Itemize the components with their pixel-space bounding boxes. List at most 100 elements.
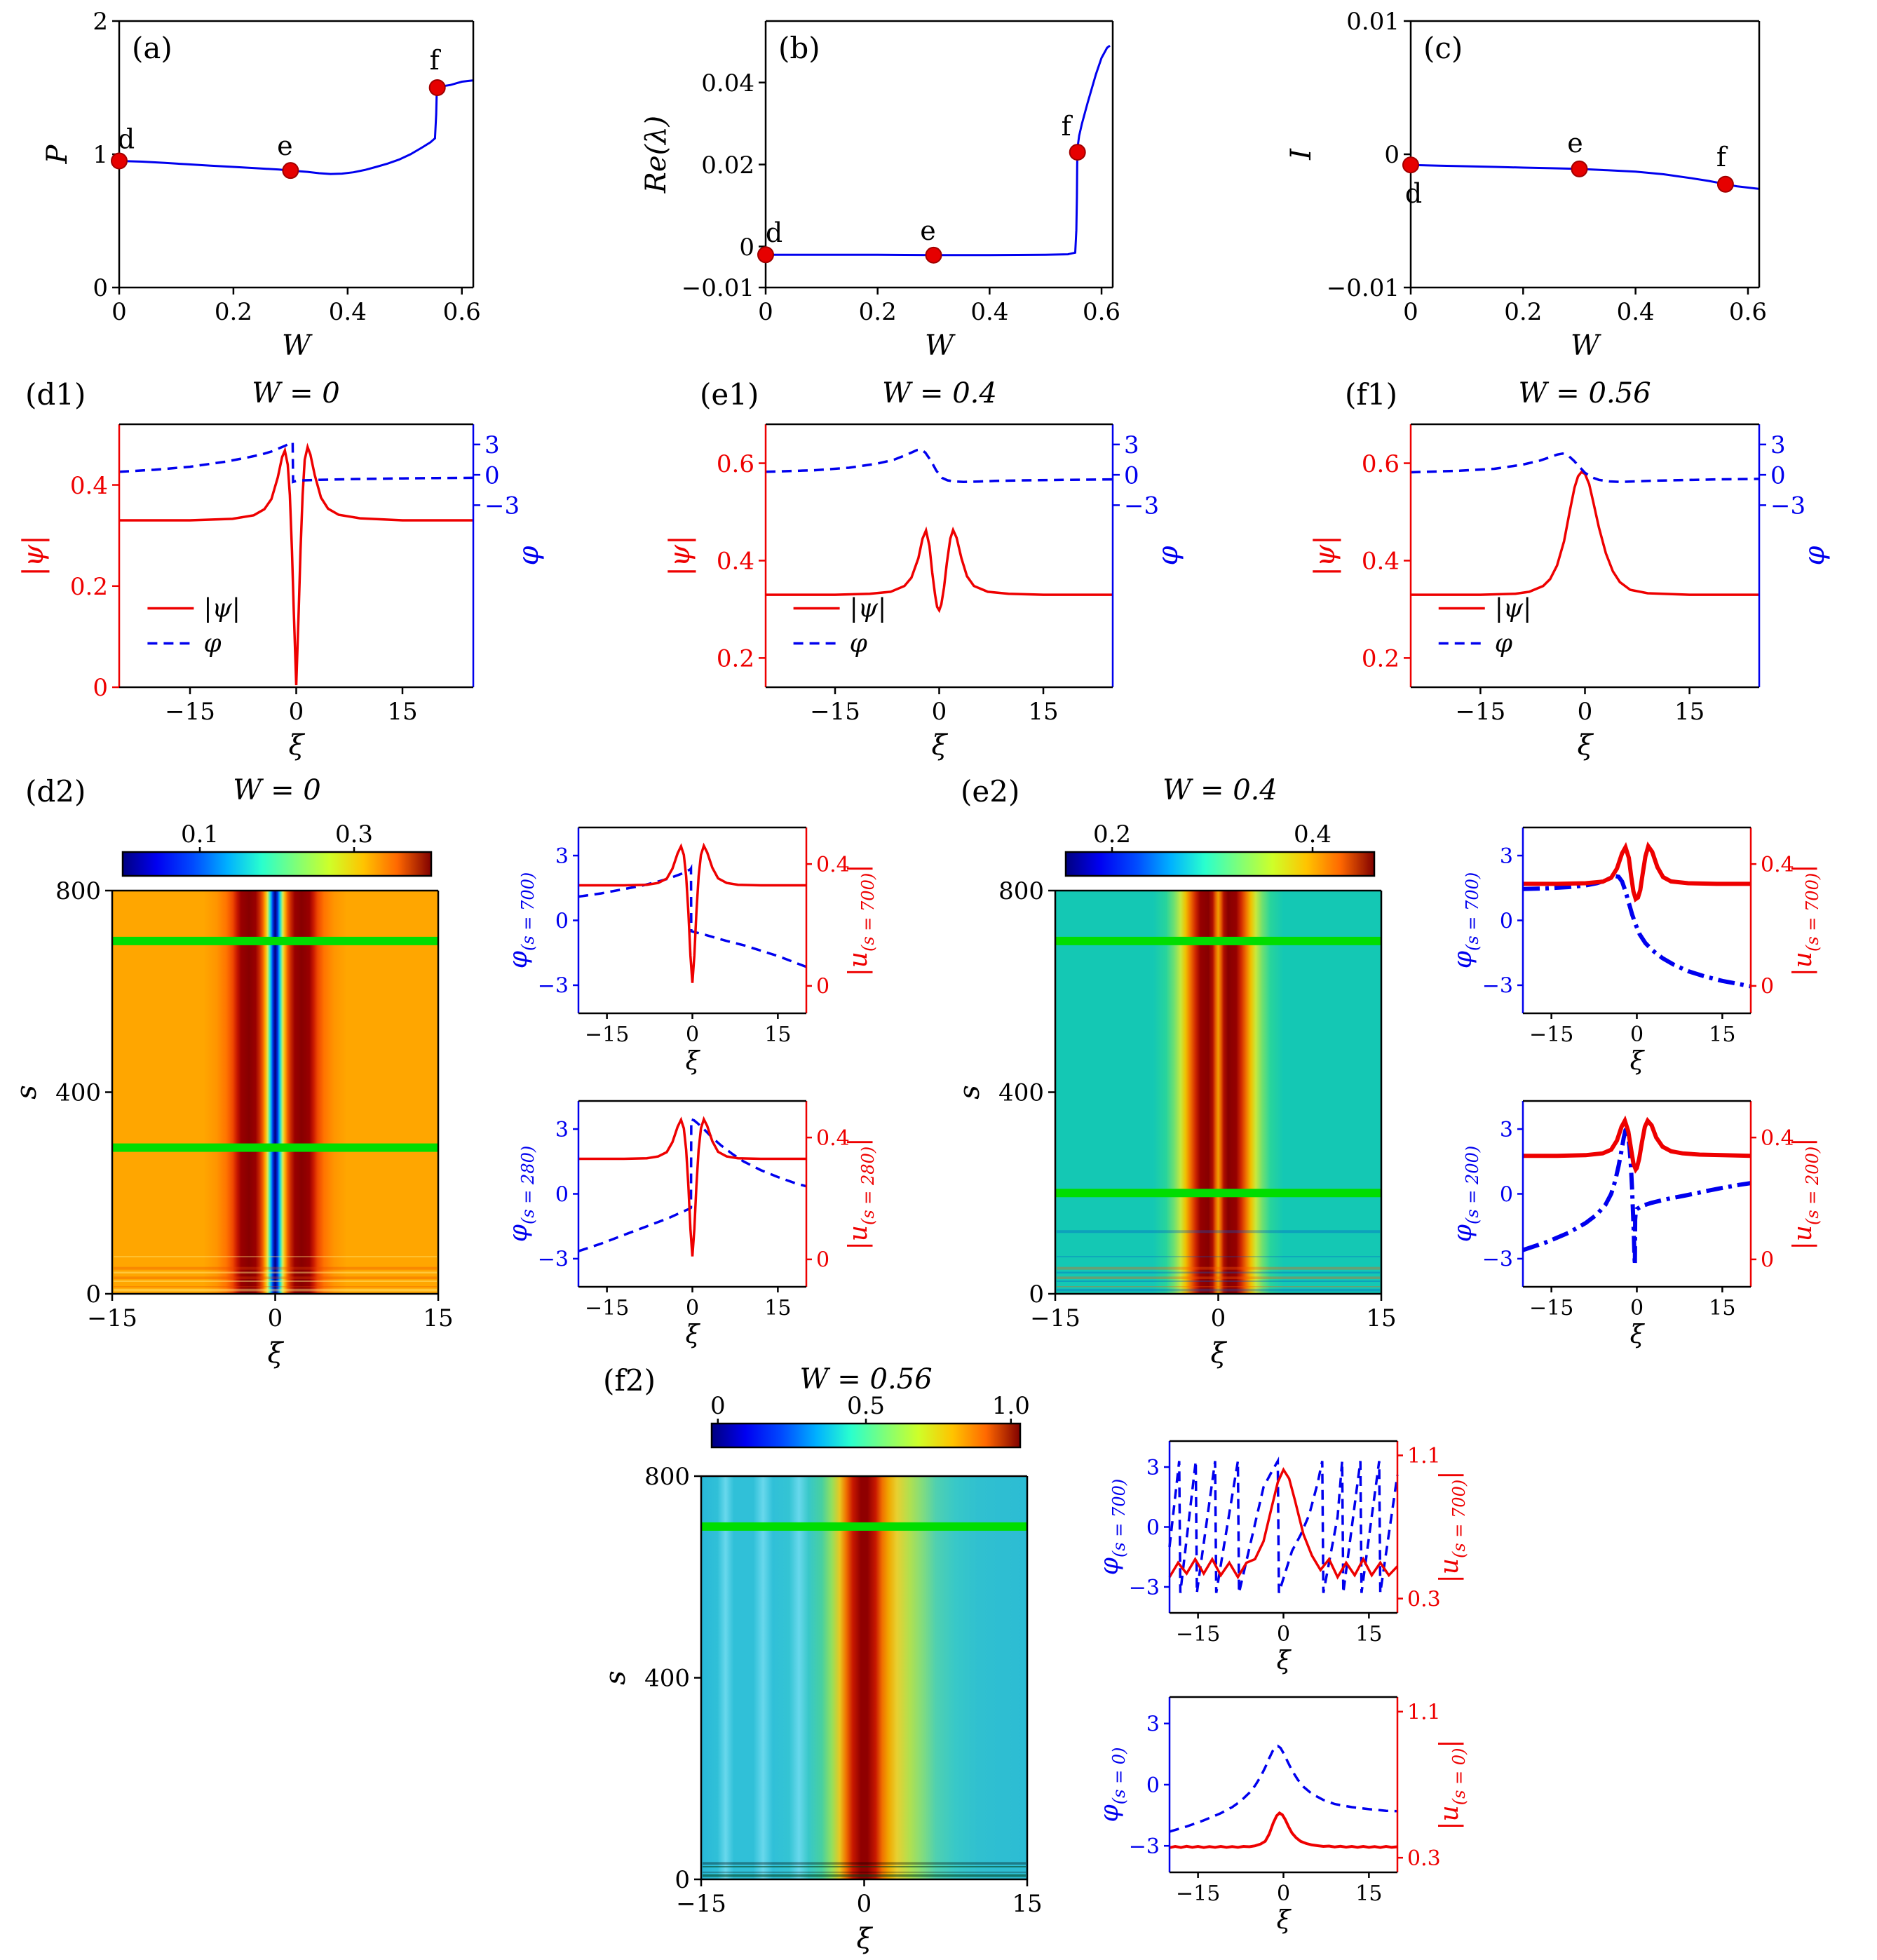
- y-axis-label: φ(s = 700): [504, 872, 538, 968]
- title-f2: W = 0.56: [799, 1363, 933, 1395]
- x-tick-label: 15: [1709, 1296, 1735, 1320]
- x-tick-label: 0: [268, 1304, 283, 1332]
- x-axis-label: ξ: [1277, 1906, 1292, 1935]
- y2-tick-label: 3: [1124, 431, 1139, 459]
- legend-label-0: |ψ|: [203, 595, 240, 623]
- y2-axis-label: |u(s = 0)|: [1435, 1739, 1469, 1830]
- slice-marker-line-s200: [1055, 1189, 1381, 1198]
- x-tick-label: −15: [1030, 1304, 1080, 1332]
- series-psi: [766, 526, 1113, 614]
- marker-f: [1069, 144, 1086, 161]
- series-phi_s280: [578, 1117, 807, 1252]
- y-axis-label: |ψ|: [664, 535, 696, 576]
- slice-marker-line-s290: [112, 1143, 438, 1152]
- x-tick-label: 15: [1355, 1622, 1382, 1647]
- y2-tick-label: 0: [1770, 461, 1786, 489]
- y-tick-label: 800: [644, 1463, 690, 1491]
- y-tick-label: 0: [93, 674, 108, 702]
- y-tick-label: 1: [93, 141, 108, 169]
- x-tick-label: −15: [165, 698, 215, 726]
- title-e2: W = 0.4: [1163, 774, 1278, 806]
- x-tick-label: 0: [686, 1296, 699, 1320]
- series-phi: [1410, 452, 1760, 483]
- slice-marker-line-s700: [701, 1522, 1027, 1531]
- y-tick-label: 0: [1146, 1773, 1160, 1798]
- x-tick-label: 15: [764, 1296, 791, 1320]
- y-tick-label: 0: [1500, 1182, 1513, 1207]
- y2-tick-label: −3: [1124, 492, 1159, 520]
- x-axis-label: ξ: [686, 1320, 701, 1349]
- y-axis-label: φ(s = 280): [504, 1146, 538, 1242]
- colorbar: [710, 1422, 1022, 1449]
- legend-label-0: |ψ|: [850, 595, 887, 623]
- y-tick-label: −3: [1482, 974, 1513, 999]
- x-tick-label: −15: [1456, 698, 1506, 726]
- slice-marker-line-s700: [112, 936, 438, 945]
- panel-f1: −15 0 150.20.40.630−3ξ|ψ| φ|ψ|φ: [1309, 423, 1831, 762]
- x-tick-label: 0.2: [1504, 298, 1542, 326]
- y2-axis-label: |u(s = 280)|: [844, 1138, 878, 1250]
- y-tick-label: 0: [675, 1866, 690, 1894]
- x-tick-label: 0.4: [1617, 298, 1655, 326]
- panel-label-a: (a): [132, 31, 172, 65]
- y-tick-label: 0: [739, 234, 754, 262]
- series-psi: [119, 442, 473, 686]
- series-psi: [1411, 470, 1759, 596]
- y-tick-label: 800: [55, 877, 101, 905]
- y-tick-label: 3: [555, 1118, 569, 1142]
- marker-d: [757, 246, 774, 264]
- y-tick-label: 0.02: [701, 151, 754, 180]
- y-tick-label: 0.2: [1362, 645, 1400, 673]
- series-u_s700: [578, 842, 806, 983]
- heatmap-image: [701, 1476, 1027, 1879]
- x-tick-label: 0: [1277, 1622, 1290, 1647]
- x-axis-label: ξ: [1210, 1337, 1227, 1370]
- y2-tick-label: 1.1: [1407, 1701, 1441, 1725]
- y-tick-label: 0.4: [717, 548, 754, 576]
- y2-axis-label: |u(s = 700)|: [1435, 1471, 1469, 1583]
- series-Re(lambda)(W): [766, 44, 1111, 257]
- y-tick-label: 0.6: [717, 450, 754, 478]
- y-axis-label: φ(s = 0): [1095, 1748, 1129, 1823]
- x-tick-label: 0: [111, 298, 127, 326]
- marker-d: [111, 152, 128, 170]
- y-tick-label: 0.04: [701, 69, 754, 97]
- y2-tick-label: 0: [1761, 1248, 1774, 1273]
- y2-tick-label: 3: [1770, 431, 1786, 459]
- y-tick-label: 400: [644, 1665, 690, 1693]
- y2-axis-label: |u(s = 700)|: [1789, 865, 1822, 977]
- x-axis-label: ξ: [686, 1047, 701, 1076]
- y-tick-label: 0.2: [70, 573, 108, 601]
- x-tick-label: 15: [764, 1022, 791, 1047]
- y-axis-label: I: [1285, 148, 1317, 161]
- y-axis-label: φ(s = 700): [1449, 872, 1482, 968]
- y-tick-label: 3: [1500, 1118, 1513, 1142]
- y2-axis-label: φ: [513, 546, 545, 565]
- panel-e1: −15 0 150.20.40.630−3ξ|ψ| φ|ψ|φ: [664, 423, 1184, 762]
- x-axis-label: ξ: [1630, 1047, 1646, 1076]
- marker-label-d: d: [118, 124, 135, 155]
- x-axis-label: W: [282, 330, 313, 362]
- colorbar: [121, 851, 433, 877]
- x-tick-label: −15: [676, 1890, 726, 1918]
- y-tick-label: 0.01: [1346, 8, 1400, 36]
- y-tick-label: 0.2: [717, 645, 754, 673]
- title-d2: W = 0: [233, 774, 321, 806]
- x-tick-label: 0: [1211, 1304, 1226, 1332]
- panel-label-e2: (e2): [961, 774, 1020, 809]
- y-tick-label: 400: [998, 1079, 1044, 1107]
- x-tick-label: 0: [1630, 1022, 1644, 1047]
- series-phi: [765, 448, 1113, 483]
- marker-e: [282, 162, 299, 180]
- x-tick-label: 15: [1709, 1022, 1735, 1047]
- colorbar-tick-label: 1.0: [992, 1392, 1030, 1420]
- y-tick-label: 3: [1146, 1712, 1160, 1737]
